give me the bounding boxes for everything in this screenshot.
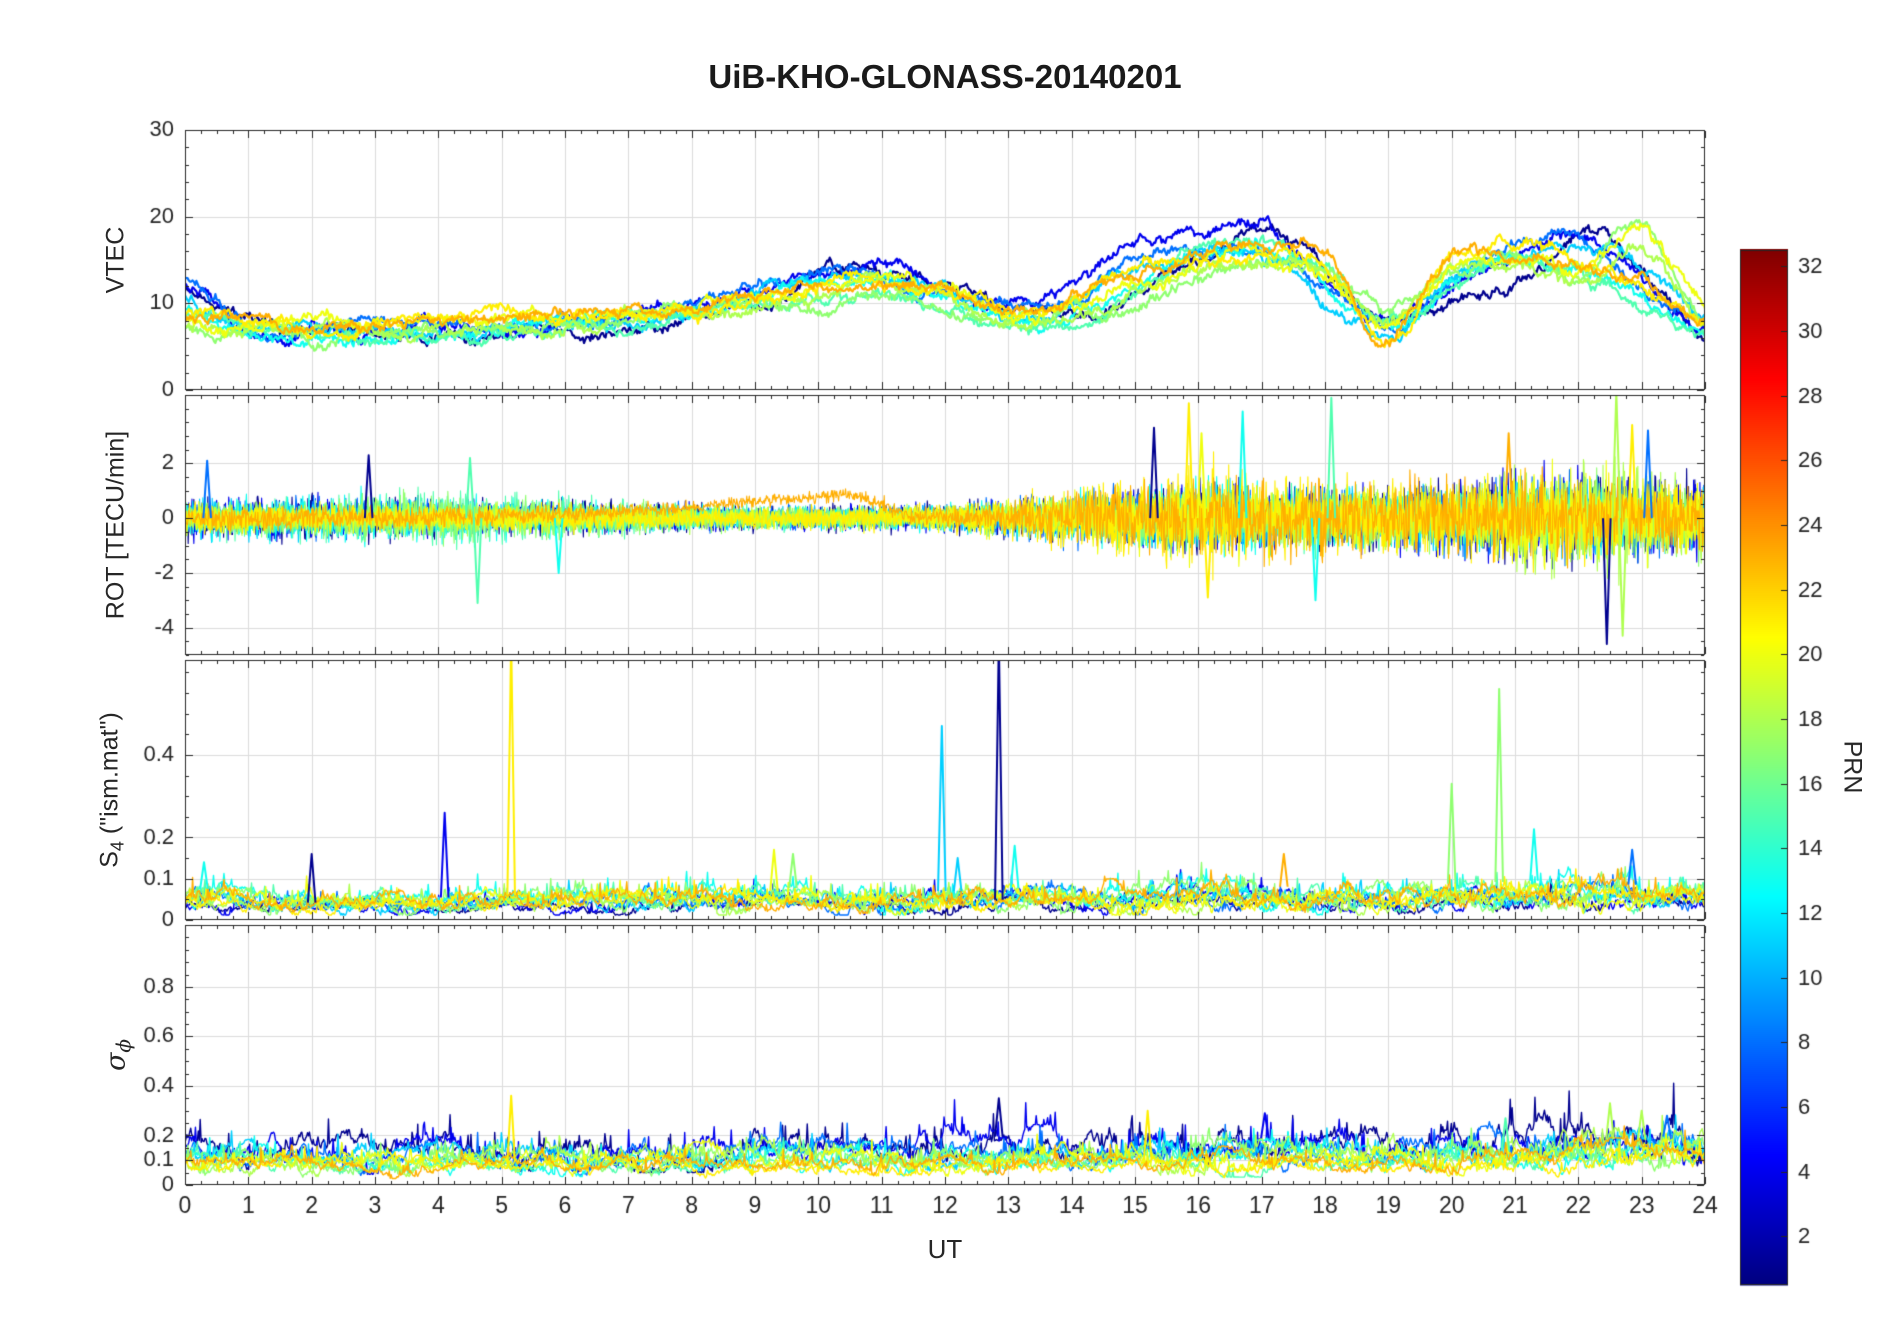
s4-label-sub: 4 [107,841,128,852]
sigma-label-main: σ [100,1052,132,1072]
sigma-label-sub: ϕ [111,1038,136,1053]
x-axis-label: UT [927,1234,963,1264]
sigma-phi-axis-label: σϕ [100,1039,135,1071]
s4-label-main: S [95,851,124,868]
s4-label-suffix: ("ism.mat") [95,712,124,842]
vtec-axis-label: VTEC [101,226,130,294]
s4-axis-label: S4 ("ism.mat") [96,712,129,868]
colorbar-label: PRN [1838,740,1867,794]
rot-axis-label: ROT [TECU/min] [101,430,130,620]
chart-title: UiB-KHO-GLONASS-20140201 [708,58,1182,95]
